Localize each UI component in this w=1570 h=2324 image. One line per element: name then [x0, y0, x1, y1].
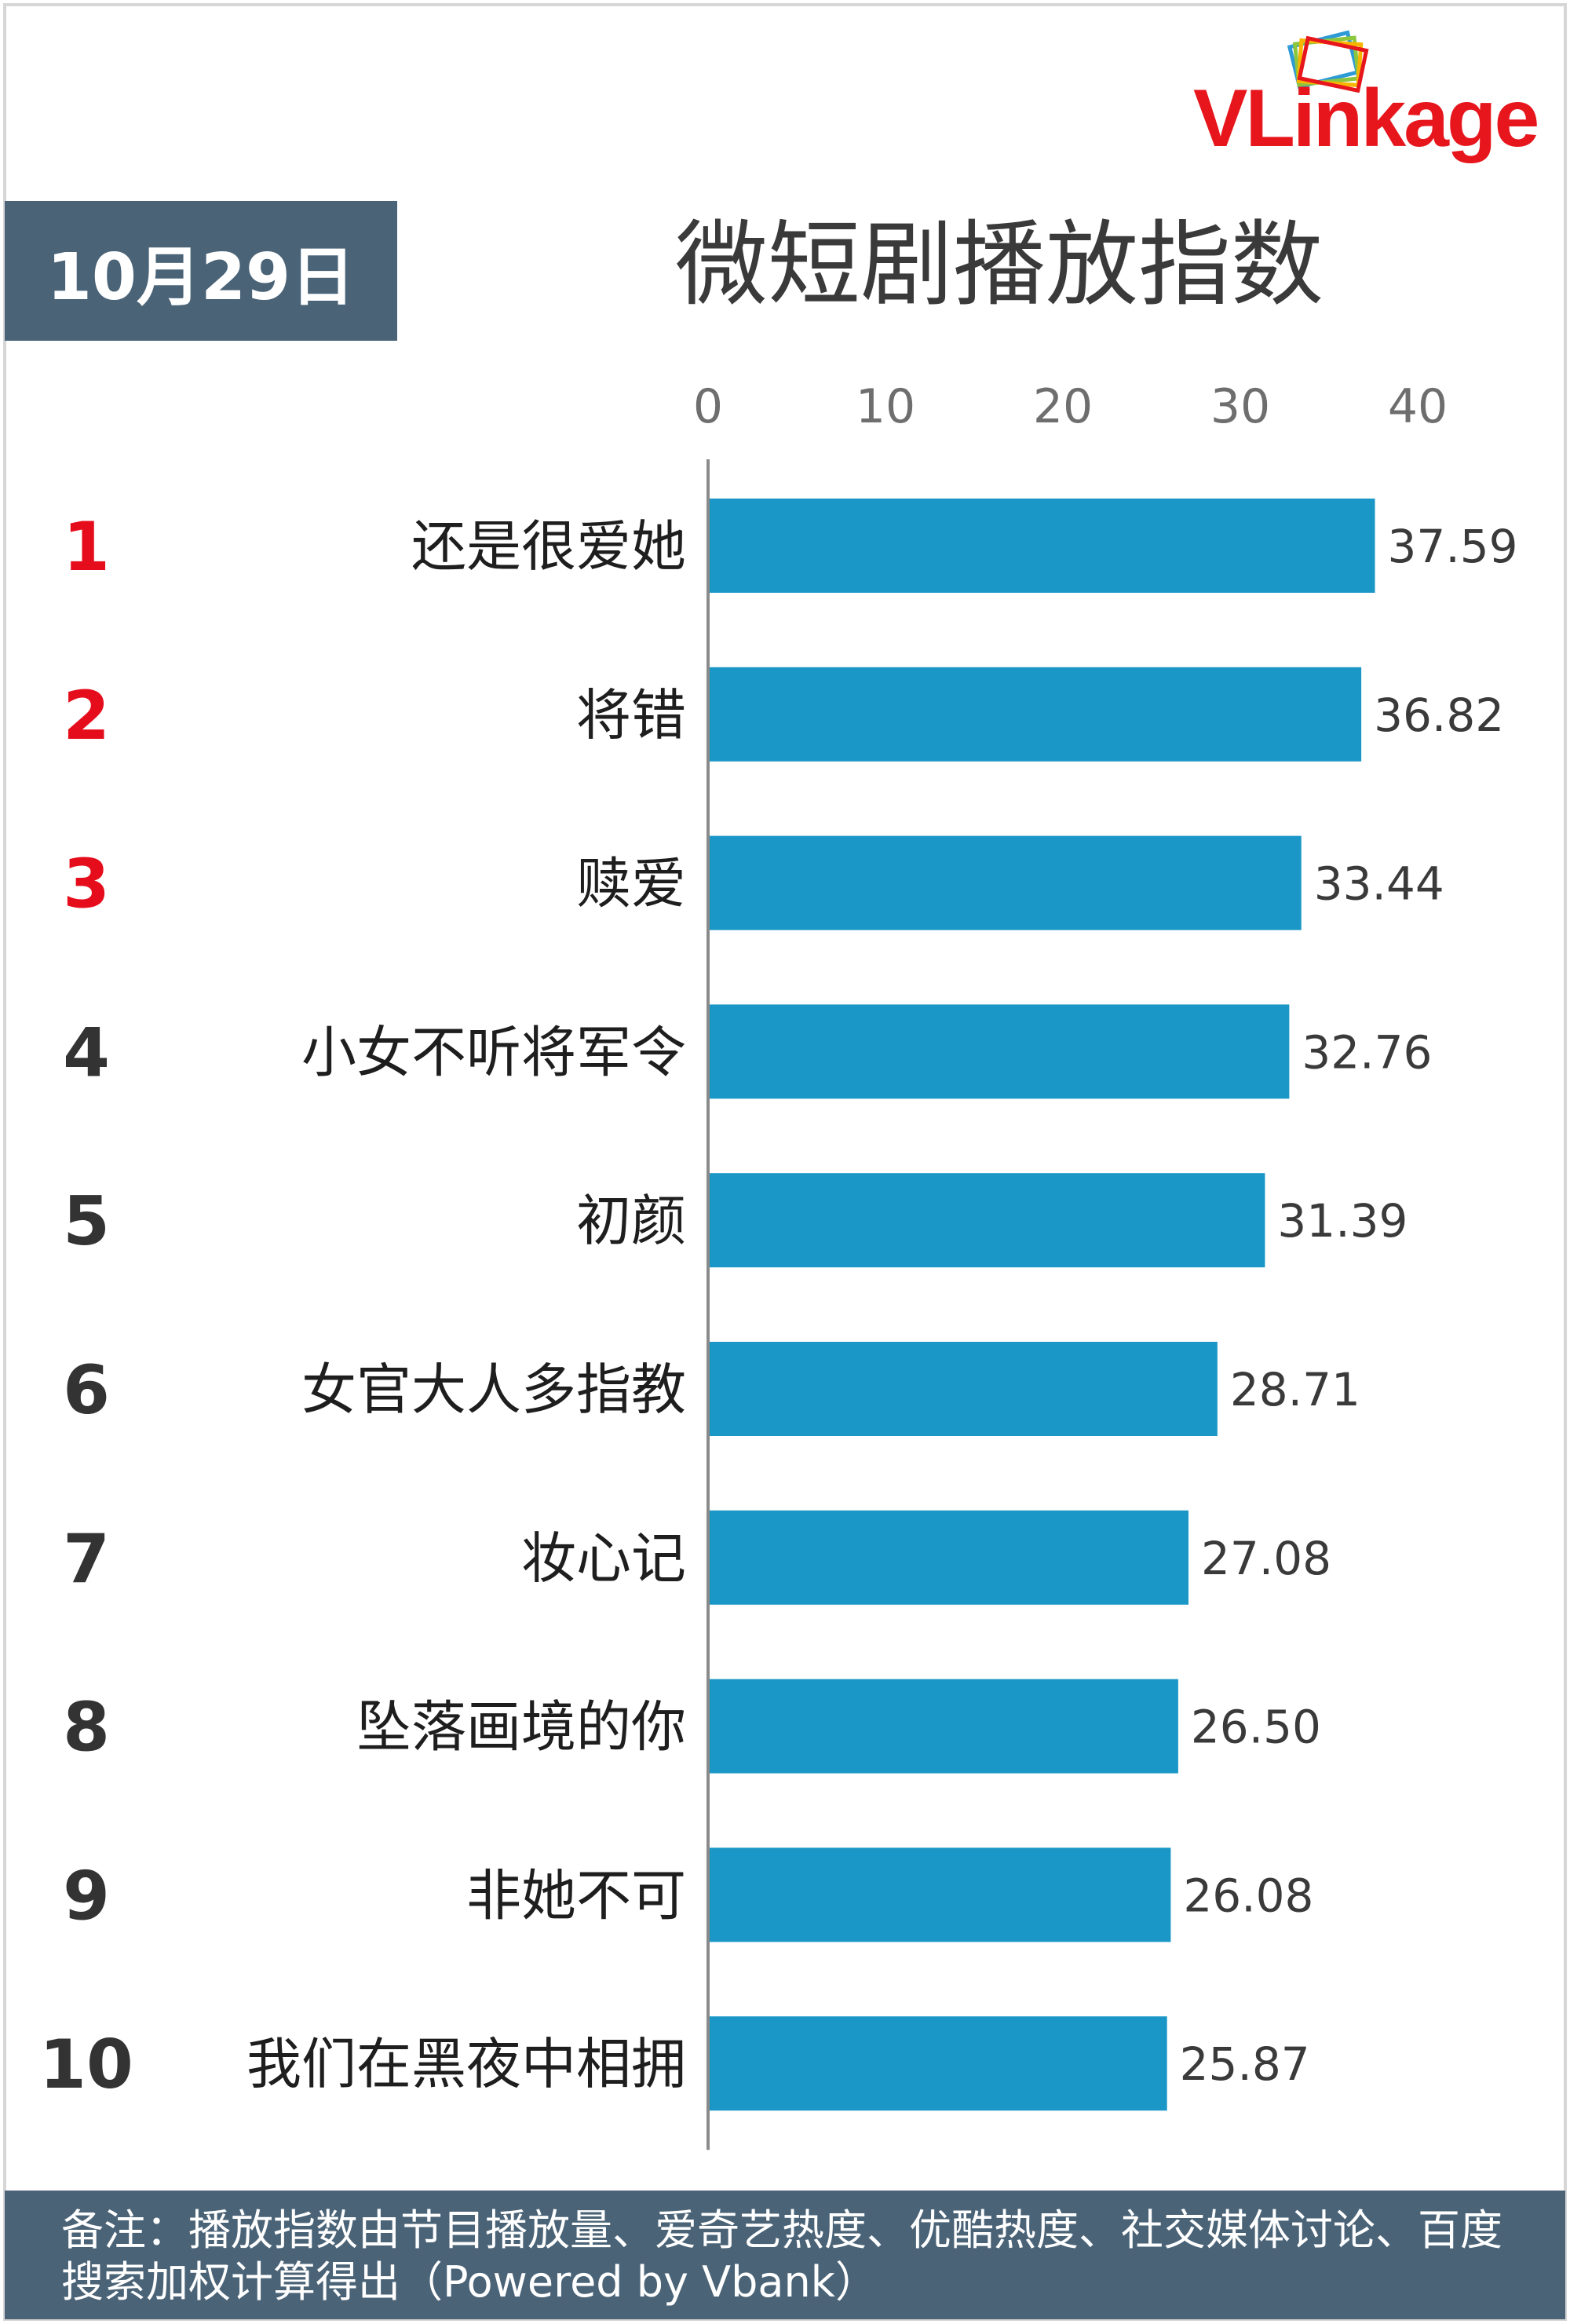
bar	[710, 1342, 1218, 1436]
category-label: 还是很爱她	[411, 514, 686, 579]
footer-note: 备注：播放指数由节目播放量、爱奇艺热度、优酷热度、社交媒体讨论、百度搜索加权计算…	[5, 2191, 1565, 2319]
rank-label: 9	[63, 1857, 110, 1935]
x-tick-label: 30	[1210, 379, 1270, 434]
rank-label: 10	[39, 2026, 133, 2104]
chart-title: 微短剧播放指数	[675, 210, 1324, 319]
bar	[710, 2016, 1167, 2111]
logo-frames-icon	[1287, 30, 1369, 93]
data-label: 28.71	[1230, 1363, 1360, 1416]
bar	[710, 1679, 1178, 1774]
logo-text: VLinkage	[1193, 73, 1539, 164]
x-tick-label: 0	[693, 379, 723, 434]
bar	[710, 667, 1362, 762]
category-label: 非她不可	[466, 1863, 686, 1928]
rank-label: 1	[63, 508, 110, 586]
vlinkage-logo: VLinkage	[1193, 24, 1562, 181]
data-label: 31.39	[1277, 1194, 1408, 1248]
data-label: 33.44	[1314, 857, 1444, 911]
x-tick-label: 20	[1033, 379, 1093, 434]
category-label: 女官大人多指教	[301, 1357, 686, 1422]
data-label: 25.87	[1180, 2037, 1310, 2091]
data-label: 26.08	[1183, 1869, 1313, 1922]
date-text: 10月29日	[46, 239, 356, 315]
rank-label: 3	[63, 846, 110, 924]
rank-label: 4	[63, 1014, 110, 1092]
rank-label: 7	[63, 1520, 110, 1599]
category-label: 妆心记	[521, 1526, 686, 1591]
category-label: 坠落画境的你	[356, 1695, 686, 1759]
rank-label: 8	[63, 1689, 110, 1767]
page-border	[3, 3, 1567, 2321]
date-badge: 10月29日	[5, 201, 397, 341]
bar	[710, 1004, 1290, 1099]
bar	[710, 1510, 1189, 1605]
bar	[710, 835, 1302, 930]
category-label: 将错	[576, 683, 686, 747]
data-label: 36.82	[1374, 689, 1504, 742]
category-label: 赎爱	[576, 852, 686, 916]
category-label: 初颜	[576, 1189, 686, 1253]
rank-label: 5	[63, 1182, 110, 1261]
rank-label: 2	[63, 677, 110, 755]
bar	[710, 1173, 1265, 1268]
x-tick-label: 10	[856, 379, 915, 434]
category-label: 我们在黑夜中相拥	[246, 2032, 686, 2096]
bar	[710, 499, 1375, 593]
category-label: 小女不听将军令	[301, 1020, 686, 1084]
rank-label: 6	[63, 1351, 110, 1430]
data-label: 32.76	[1302, 1025, 1432, 1079]
x-tick-label: 40	[1388, 379, 1448, 434]
bar	[710, 1847, 1171, 1942]
data-label: 26.50	[1191, 1701, 1321, 1754]
data-label: 37.59	[1388, 520, 1518, 573]
data-label: 27.08	[1201, 1532, 1331, 1585]
footer-note-text: 备注：播放指数由节目播放量、爱奇艺热度、优酷热度、社交媒体讨论、百度搜索加权计算…	[61, 2205, 1502, 2307]
